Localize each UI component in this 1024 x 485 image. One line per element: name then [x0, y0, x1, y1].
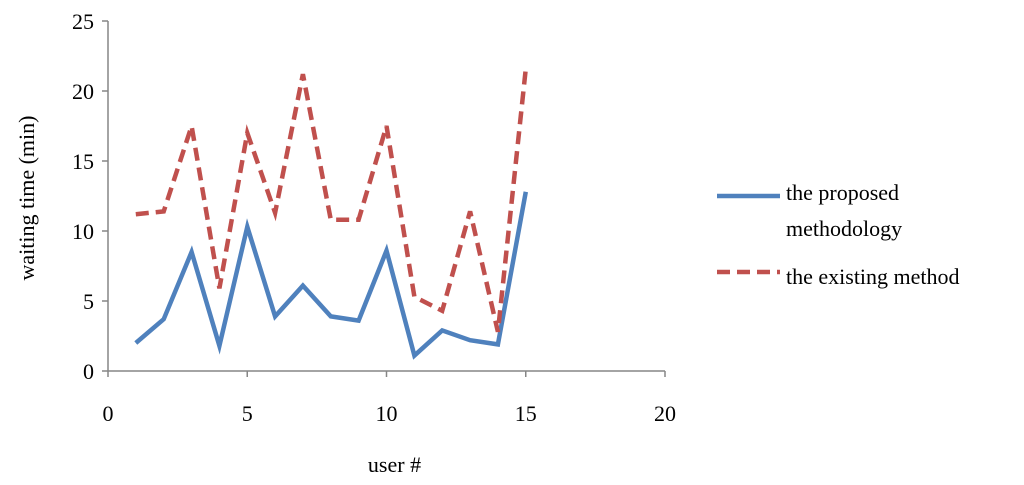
- y-tick-label: 20: [72, 79, 94, 104]
- legend: the proposed methodology the existing meth…: [717, 180, 960, 289]
- x-tick-label: 10: [376, 401, 398, 426]
- x-tick-label: 5: [242, 401, 253, 426]
- series-line-2: [135, 68, 529, 333]
- y-axis-title: waiting time (min): [14, 116, 39, 281]
- series-layer: [134, 68, 529, 360]
- y-tick-label: 15: [72, 149, 94, 174]
- y-tick-label: 25: [72, 9, 94, 34]
- y-tick-label: 5: [83, 289, 94, 314]
- y-tick-label: 10: [72, 219, 94, 244]
- y-tick-label: 0: [83, 359, 94, 384]
- x-tick-label: 15: [515, 401, 537, 426]
- tick-labels: 0 5 10 15 20 25 0 5 10 15 20: [72, 9, 676, 426]
- series-line-1: [134, 191, 529, 360]
- axes: [102, 20, 666, 377]
- x-tick-label: 0: [103, 401, 114, 426]
- x-axis-title: user #: [368, 452, 421, 477]
- legend-label-2: the existing method: [786, 264, 960, 289]
- legend-label-1: the proposed methodology: [786, 180, 902, 241]
- x-tick-label: 20: [654, 401, 676, 426]
